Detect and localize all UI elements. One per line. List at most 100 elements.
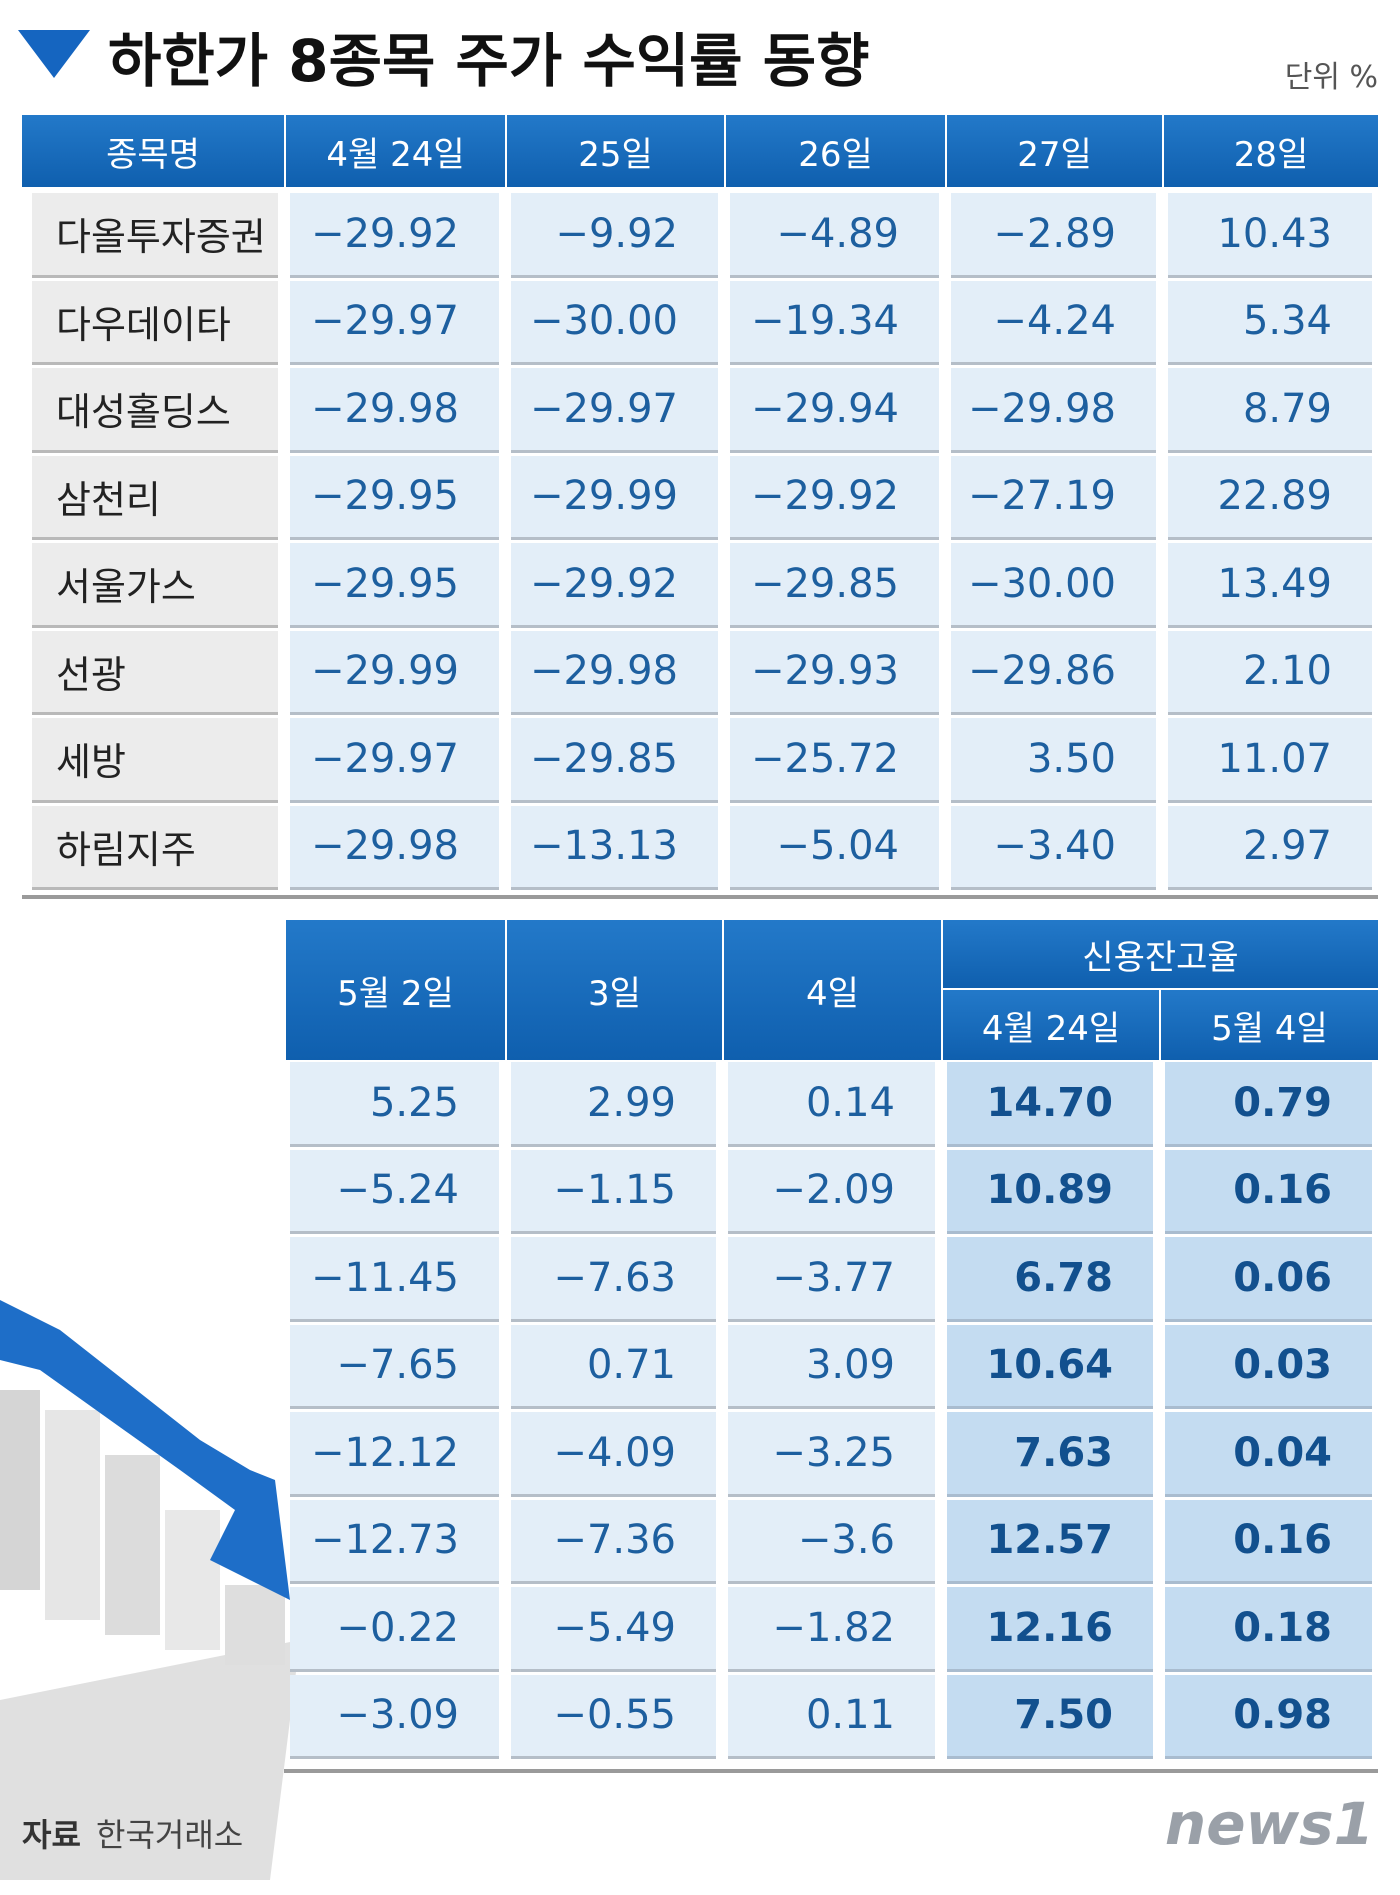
value-cell: 2.10 [1168,630,1372,715]
value-cell: −7.63 [511,1237,716,1322]
value-cell: −27.19 [951,455,1156,540]
stock-name: 선광 [32,630,278,715]
value-cell: −29.98 [290,368,499,453]
value-cell: 11.07 [1168,718,1372,803]
value-cell: 0.71 [511,1324,716,1409]
value-cell: −12.73 [290,1499,499,1584]
value-cell: −30.00 [511,280,718,365]
value-cell: −29.98 [951,368,1156,453]
value-cell: −3.77 [728,1237,935,1322]
value-cell: −29.92 [290,193,499,278]
column-header: 25일 [507,115,724,187]
credit-cell: 14.70 [947,1062,1153,1147]
value-cell: −0.55 [511,1674,716,1759]
credit-cell: 12.57 [947,1499,1153,1584]
value-cell: −3.6 [728,1499,935,1584]
value-cell: −7.65 [290,1324,499,1409]
value-cell: 0.11 [728,1674,935,1759]
value-cell: −29.92 [511,543,718,628]
column-header: 5월 2일 [286,920,505,1060]
value-cell: −29.97 [511,368,718,453]
credit-cell: 0.06 [1165,1237,1372,1322]
stock-name: 세방 [32,718,278,803]
value-cell: −30.00 [951,543,1156,628]
stock-name: 대성홀딩스 [32,368,278,453]
credit-cell: 0.16 [1165,1499,1372,1584]
value-cell: −29.99 [511,455,718,540]
value-cell: −29.94 [730,368,939,453]
value-cell: −3.25 [728,1412,935,1497]
column-header: 28일 [1164,115,1378,187]
value-cell: −29.85 [730,543,939,628]
value-cell: 5.25 [290,1062,499,1147]
value-cell: −3.09 [290,1674,499,1759]
column-header: 4월 24일 [943,990,1159,1060]
logo: news1 [1164,1790,1374,1858]
value-cell: −25.72 [730,718,939,803]
value-cell: 5.34 [1168,280,1372,365]
column-header: 4월 24일 [286,115,505,187]
value-cell: −0.22 [290,1587,499,1672]
value-cell: −11.45 [290,1237,499,1322]
value-cell: −29.95 [290,455,499,540]
value-cell: −2.09 [728,1149,935,1234]
value-cell: 22.89 [1168,455,1372,540]
value-cell: −29.95 [290,543,499,628]
value-cell: −2.89 [951,193,1156,278]
value-cell: −29.85 [511,718,718,803]
column-header: 5월 4일 [1161,990,1378,1060]
stock-name: 서울가스 [32,543,278,628]
column-header: 3일 [507,920,722,1060]
value-cell: 2.99 [511,1062,716,1147]
credit-cell: 7.63 [947,1412,1153,1497]
credit-cell: 0.04 [1165,1412,1372,1497]
value-cell: 3.50 [951,718,1156,803]
value-cell: −5.49 [511,1587,716,1672]
title: 하한가 8종목 주가 수익률 동향 [108,27,870,95]
value-cell: −29.98 [290,805,499,890]
stock-name: 하림지주 [32,805,278,890]
credit-cell: 10.64 [947,1324,1153,1409]
value-cell: −5.24 [290,1149,499,1234]
credit-cell: 7.50 [947,1674,1153,1759]
value-cell: −29.99 [290,630,499,715]
source: 한국거래소 [96,1816,244,1854]
value-cell: 0.14 [728,1062,935,1147]
value-cell: −9.92 [511,193,718,278]
source-label: 자료 [22,1816,81,1854]
credit-cell: 0.98 [1165,1674,1372,1759]
value-cell: −1.15 [511,1149,716,1234]
value-cell: 8.79 [1168,368,1372,453]
value-cell: −3.40 [951,805,1156,890]
value-cell: 13.49 [1168,543,1372,628]
falling-chart-art [0,1300,300,1880]
value-cell: −12.12 [290,1412,499,1497]
column-header: 26일 [726,115,945,187]
title-marker [18,30,90,78]
unit: 단위 % [1284,60,1378,95]
value-cell: −5.04 [730,805,939,890]
credit-cell: 0.03 [1165,1324,1372,1409]
value-cell: −29.97 [290,280,499,365]
credit-cell: 0.18 [1165,1587,1372,1672]
value-cell: −29.92 [730,455,939,540]
value-cell: −29.97 [290,718,499,803]
value-cell: 2.97 [1168,805,1372,890]
column-header: 종목명 [22,115,284,187]
credit-cell: 10.89 [947,1149,1153,1234]
group-header: 신용잔고율 [943,920,1378,988]
stock-name: 삼천리 [32,455,278,540]
value-cell: −4.89 [730,193,939,278]
value-cell: −29.98 [511,630,718,715]
value-cell: 3.09 [728,1324,935,1409]
stock-name: 다올투자증권 [32,193,278,278]
value-cell: −4.09 [511,1412,716,1497]
value-cell: −29.93 [730,630,939,715]
value-cell: −19.34 [730,280,939,365]
credit-cell: 0.79 [1165,1062,1372,1147]
value-cell: −7.36 [511,1499,716,1584]
column-header: 27일 [947,115,1162,187]
value-cell: −1.82 [728,1587,935,1672]
